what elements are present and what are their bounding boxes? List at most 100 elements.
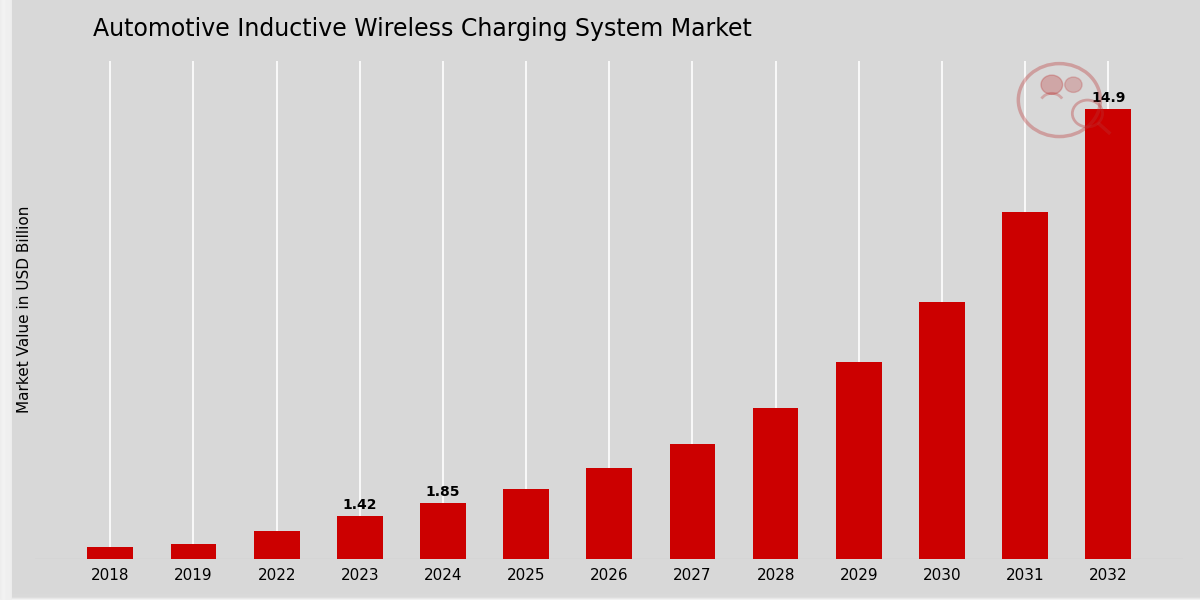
Bar (2, 0, 8, 600)
Bar (0, 596, 1200, 599)
Bar (0, 595, 1200, 598)
Bar (0, 597, 1200, 600)
Bar (2, 0, 8, 600)
Bar (0, 596, 1200, 599)
Bar (337, 516, 383, 559)
Bar (4, 0, 10, 600)
Bar (2, 0, 8, 600)
Bar (6, 0, 12, 600)
Bar (4, 0, 10, 600)
Bar (0, 597, 1200, 600)
Bar (0, 596, 1200, 599)
Bar (6, 0, 12, 600)
Bar (0, 594, 1200, 597)
Bar (0, 597, 1200, 600)
Bar (5, 0, 11, 600)
Bar (4, 0, 10, 600)
Bar (0, 595, 1200, 598)
Bar (0, 595, 1200, 598)
Bar (0, 595, 1200, 598)
Bar (0, 595, 1200, 598)
Bar (1, 0, 7, 600)
Circle shape (1042, 75, 1063, 94)
Bar (0, 596, 1200, 599)
Bar (0, 596, 1200, 599)
Bar (2, 0, 8, 600)
Bar (1, 0, 7, 600)
Bar (0, 596, 1200, 599)
Bar (6, 0, 12, 600)
Bar (0, 0, 6, 600)
Bar (0, 594, 1200, 597)
Bar (0, 594, 1200, 597)
Bar (2, 0, 8, 600)
Bar (170, 544, 216, 559)
Bar (0, 596, 1200, 599)
Bar (0, 596, 1200, 599)
Bar (0, 595, 1200, 598)
Bar (670, 444, 715, 559)
Bar (0, 594, 1200, 597)
Bar (1, 0, 7, 600)
Bar (0, 595, 1200, 598)
Bar (0, 595, 1200, 598)
Bar (1, 0, 7, 600)
Bar (0, 596, 1200, 599)
Bar (1, 0, 7, 600)
Bar (2, 0, 8, 600)
Bar (2, 0, 8, 600)
Bar (4, 0, 10, 600)
Bar (0, 0, 6, 600)
Bar (6, 0, 12, 600)
Bar (0, 594, 1200, 597)
Bar (2, 0, 8, 600)
Bar (0, 596, 1200, 599)
Bar (0, 596, 1200, 599)
Bar (0, 596, 1200, 599)
Bar (4, 0, 10, 600)
Bar (0, 596, 1200, 599)
Bar (0, 595, 1200, 598)
Bar (0, 594, 1200, 597)
Bar (0, 596, 1200, 599)
Bar (752, 408, 798, 559)
Bar (0, 595, 1200, 598)
Bar (0, 595, 1200, 598)
Bar (0, 597, 1200, 600)
Bar (0, 595, 1200, 598)
Bar (0, 595, 1200, 598)
Bar (4, 0, 10, 600)
Bar (4, 0, 10, 600)
Bar (0, 596, 1200, 599)
Bar (1, 0, 7, 600)
Bar (0, 596, 1200, 599)
Bar (0, 596, 1200, 599)
Bar (5, 0, 11, 600)
Bar (4, 0, 10, 600)
Bar (2, 0, 8, 600)
Bar (2, 0, 10, 600)
Bar (5, 0, 11, 600)
Bar (0, 0, 6, 600)
Bar (0, 596, 1200, 599)
Bar (0, 596, 1200, 599)
Bar (4, 0, 10, 600)
Bar (0, 596, 1200, 599)
Bar (2, 0, 8, 600)
Bar (0, 0, 6, 600)
Bar (0, 596, 1200, 599)
Bar (0, 0, 6, 600)
Bar (5, 0, 11, 600)
Bar (2, 0, 8, 600)
Bar (0, 0, 6, 600)
Bar (5, 0, 11, 600)
Bar (0, 597, 1200, 600)
Bar (0, 596, 1200, 599)
Bar (0, 596, 1200, 599)
Bar (0, 596, 1200, 599)
Bar (1, 0, 7, 600)
Bar (1, 0, 7, 600)
Bar (0, 596, 1200, 599)
Bar (0, 595, 1200, 598)
Bar (0, 595, 1200, 598)
